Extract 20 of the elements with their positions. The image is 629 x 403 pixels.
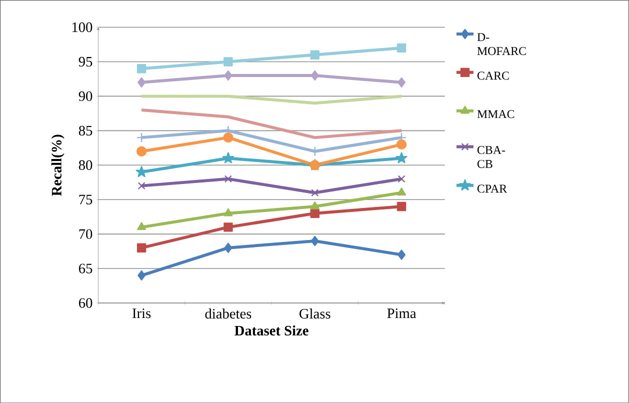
y-tick-label: 60 (78, 298, 92, 308)
legend-label: CBA-CB (477, 146, 506, 168)
y-tick-label: 85 (78, 126, 92, 136)
x-tick-label: diabetes (205, 308, 252, 319)
y-tick-label: 90 (78, 91, 92, 101)
legend-label: D-MOFARC (477, 33, 526, 55)
y-tick-label: 80 (78, 160, 92, 170)
legend-label: MMAC (477, 110, 514, 118)
y-tick-label: 100 (72, 22, 92, 32)
y-tick-label: 65 (78, 264, 92, 274)
y-tick-label: 75 (79, 194, 92, 204)
x-tick-label: Pima (387, 308, 416, 318)
legend-label: CARC (477, 72, 509, 80)
legend-label: CPAR (477, 184, 508, 193)
y-tick-label: 70 (79, 229, 92, 239)
y-tick-label: 95 (78, 56, 92, 66)
x-axis-title: Dataset Size (234, 325, 308, 336)
y-axis-title: Recall(%) (51, 134, 64, 196)
x-tick-label: Glass (300, 308, 330, 319)
x-tick-label: Iris (132, 308, 151, 318)
